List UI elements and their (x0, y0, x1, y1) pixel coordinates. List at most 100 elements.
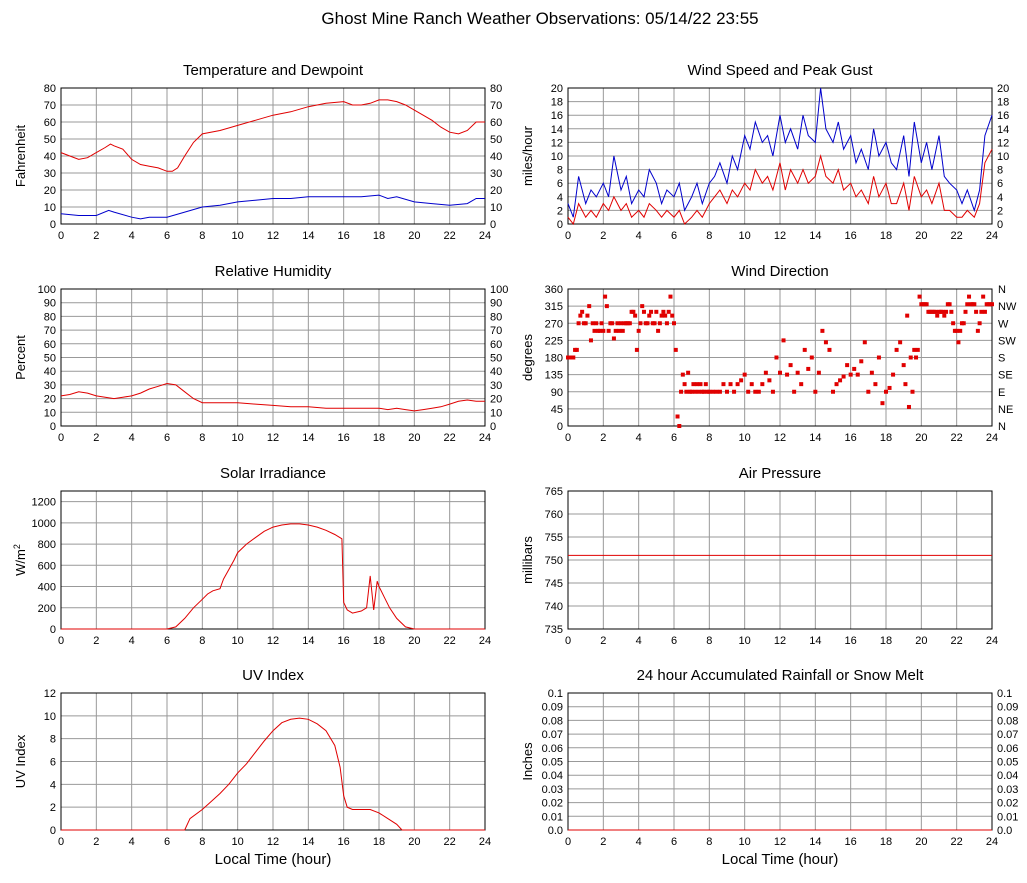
data-point (979, 309, 984, 314)
data-point (912, 347, 917, 352)
data-point (914, 355, 919, 360)
y-tick-label: 740 (545, 601, 563, 613)
data-point (954, 328, 959, 333)
data-point (908, 355, 913, 360)
y-tick-label: 70 (44, 100, 56, 112)
data-point (728, 382, 733, 387)
x-tick-label: 20 (408, 635, 420, 647)
x-tick-label: 16 (338, 432, 350, 444)
y-tick-label: 12 (551, 137, 563, 149)
y-tick-label: 60 (44, 339, 56, 351)
data-point (645, 321, 650, 326)
data-point (739, 378, 744, 383)
x-tick-label: 6 (164, 836, 170, 848)
y-tick-label: 30 (44, 168, 56, 180)
data-point (799, 382, 804, 387)
y-tick-label-right: 12 (997, 137, 1009, 149)
plot-frame (567, 87, 993, 225)
data-point (967, 294, 972, 299)
data-point (585, 313, 590, 318)
data-point (760, 382, 765, 387)
data-point (702, 389, 707, 394)
x-tick-label: 2 (93, 635, 99, 647)
y-tick-label-right: 0 (490, 219, 496, 231)
data-point (663, 313, 668, 318)
data-point (774, 355, 779, 360)
x-tick-label: 2 (600, 836, 606, 848)
y-tick-label-right: 8 (997, 165, 1003, 177)
series-line-red (61, 523, 485, 630)
x-tick-label: 24 (986, 432, 998, 444)
series-line-blue (60, 194, 485, 220)
y-tick-label: 8 (557, 165, 563, 177)
data-point (578, 313, 583, 318)
compass-label: SE (998, 370, 1013, 382)
data-point (924, 302, 929, 307)
x-tick-label: 0 (565, 432, 571, 444)
compass-label: E (998, 387, 1005, 399)
data-point (649, 309, 654, 314)
y-tick-label-right: 30 (490, 380, 502, 392)
data-point (827, 347, 832, 352)
x-tick-label: 22 (444, 635, 456, 647)
x-tick-label: 0 (565, 836, 571, 848)
x-tick-label: 22 (951, 230, 963, 242)
data-point (604, 304, 609, 309)
data-point (965, 302, 970, 307)
y-tick-label-right: 60 (490, 339, 502, 351)
x-tick-label: 6 (164, 230, 170, 242)
data-point (756, 389, 761, 394)
y-tick-label: 10 (551, 151, 563, 163)
y-tick-label: 0 (50, 421, 56, 433)
y-tick-label: 0.06 (542, 743, 563, 755)
data-point (696, 389, 701, 394)
chart-title: Wind Speed and Peak Gust (687, 62, 873, 79)
x-tick-label: 22 (444, 432, 456, 444)
x-tick-label: 10 (739, 635, 751, 647)
data-point (656, 328, 661, 333)
x-tick-label: 2 (93, 432, 99, 444)
y-tick-label: 0.07 (542, 729, 563, 741)
data-point (905, 313, 910, 318)
x-tick-label: 10 (739, 432, 751, 444)
series-line-red (567, 148, 993, 226)
x-tick-label: 6 (671, 432, 677, 444)
y-tick-label: 8 (50, 734, 56, 746)
data-point (944, 309, 949, 314)
data-point (636, 328, 641, 333)
x-tick-label: 4 (636, 432, 642, 444)
data-point (746, 389, 751, 394)
y-tick-label: 80 (44, 83, 56, 95)
chart-title: Relative Humidity (215, 263, 332, 280)
x-tick-label: 16 (845, 836, 857, 848)
y-tick-label: 45 (551, 404, 563, 416)
data-point (884, 389, 888, 394)
data-point (641, 309, 646, 314)
y-tick-label-right: 2 (997, 205, 1003, 217)
y-tick-label: 0.01 (542, 811, 563, 823)
x-tick-label: 8 (706, 432, 712, 444)
x-tick-label: 16 (338, 836, 350, 848)
data-point (778, 370, 782, 375)
data-point (640, 304, 645, 309)
plot-frame (567, 490, 993, 630)
data-point (749, 382, 754, 387)
data-point (673, 347, 678, 352)
x-tick-label: 4 (129, 635, 135, 647)
x-tick-label: 14 (809, 230, 821, 242)
x-tick-label: 18 (373, 635, 385, 647)
data-point (785, 372, 790, 377)
y-tick-label-right: 30 (490, 168, 502, 180)
data-point (597, 328, 602, 333)
data-point (795, 370, 800, 375)
compass-label: W (998, 318, 1009, 330)
y-tick-label: 735 (545, 624, 563, 636)
x-tick-label: 12 (267, 432, 279, 444)
x-tick-label: 2 (600, 635, 606, 647)
data-point (852, 366, 857, 371)
x-tick-label: 10 (232, 635, 244, 647)
data-point (576, 321, 581, 326)
plot-frame (60, 288, 486, 427)
